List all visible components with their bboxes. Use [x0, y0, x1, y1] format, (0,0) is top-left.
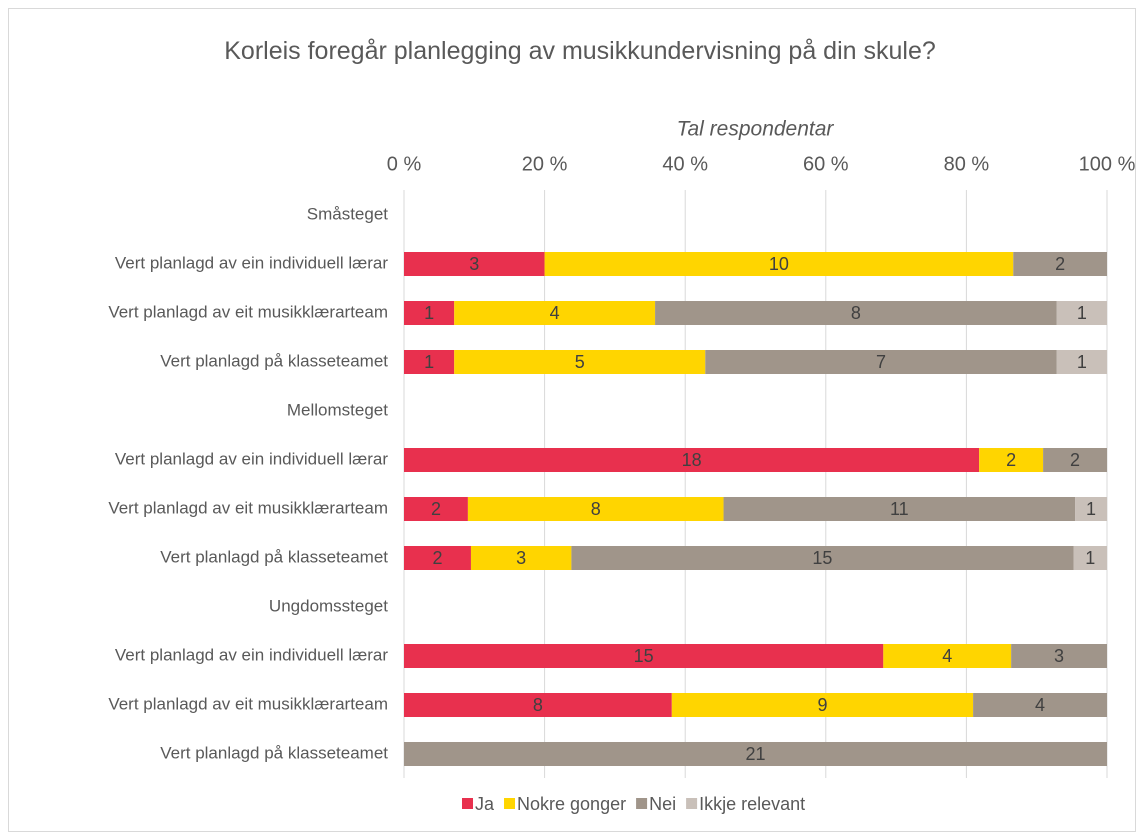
- bar-segment: [979, 448, 1044, 472]
- x-tick-label: 80 %: [944, 153, 990, 175]
- data-label: 3: [469, 254, 479, 274]
- data-label: 9: [817, 695, 827, 715]
- data-label: 2: [431, 499, 441, 519]
- data-label: 1: [1077, 303, 1087, 323]
- data-label: 2: [1006, 450, 1016, 470]
- x-tick-label: 60 %: [803, 153, 849, 175]
- y-tick-label: Vert planlagd av eit musikklærarteam: [108, 302, 388, 321]
- bar-segment: [1013, 252, 1107, 276]
- data-label: 1: [424, 352, 434, 372]
- data-label: 3: [516, 548, 526, 568]
- data-label: 1: [1085, 548, 1095, 568]
- bar-segment: [723, 497, 1076, 521]
- y-tick-label: Mellomsteget: [287, 400, 388, 419]
- data-label: 8: [533, 695, 543, 715]
- data-label: 4: [942, 646, 952, 666]
- data-label: 11: [890, 499, 909, 519]
- y-tick-label: Vert planlagd av ein individuell lærar: [115, 449, 388, 468]
- data-label: 2: [1070, 450, 1080, 470]
- data-label: 2: [432, 548, 442, 568]
- data-label: 4: [550, 303, 560, 323]
- y-tick-label: Vert planlagd på klasseteamet: [160, 351, 388, 370]
- x-tick-label: 40 %: [662, 153, 708, 175]
- bar-segment: [404, 350, 455, 374]
- legend-label: Nei: [649, 794, 676, 814]
- data-label: 18: [682, 450, 702, 470]
- y-tick-label: Vert planlagd av ein individuell lærar: [115, 645, 388, 664]
- legend-swatch: [636, 798, 648, 809]
- legend-swatch: [504, 798, 516, 809]
- bar-segment: [544, 252, 1014, 276]
- y-tick-label: Vert planlagd av eit musikklærarteam: [108, 498, 388, 517]
- bar-segment: [883, 644, 1012, 668]
- legend-label: Ja: [475, 794, 495, 814]
- x-tick-label: 0 %: [387, 153, 422, 175]
- y-tick-label: Småsteget: [307, 204, 389, 223]
- data-label: 8: [591, 499, 601, 519]
- bar-segment: [1056, 350, 1107, 374]
- bar-segment: [1075, 497, 1107, 521]
- y-tick-label: Vert planlagd på klasseteamet: [160, 743, 388, 762]
- bar-segment: [404, 742, 1107, 766]
- legend-label: Ikkje relevant: [699, 794, 805, 814]
- data-label: 15: [812, 548, 832, 568]
- y-tick-label: Ungdomssteget: [269, 596, 388, 615]
- bar-segment: [454, 301, 656, 325]
- bar-segment: [571, 546, 1074, 570]
- data-label: 21: [745, 744, 765, 764]
- bar-segment: [404, 644, 884, 668]
- data-label: 2: [1055, 254, 1065, 274]
- x-tick-label: 20 %: [522, 153, 568, 175]
- y-tick-label: Vert planlagd av eit musikklærarteam: [108, 694, 388, 713]
- data-label: 4: [1035, 695, 1045, 715]
- y-tick-label: Vert planlagd på klasseteamet: [160, 547, 388, 566]
- legend-label: Nokre gonger: [517, 794, 626, 814]
- data-label: 1: [1077, 352, 1087, 372]
- bar-segment: [404, 693, 672, 717]
- bar-segment: [671, 693, 974, 717]
- chart-title: Korleis foregår planlegging av musikkund…: [224, 37, 936, 65]
- bar-segment: [404, 497, 468, 521]
- bar-segment: [1073, 546, 1107, 570]
- x-axis-label: Tal respondentar: [677, 118, 835, 141]
- bar-segment: [404, 252, 545, 276]
- bar-segment: [467, 497, 724, 521]
- bar-segment: [1011, 644, 1107, 668]
- data-label: 8: [851, 303, 861, 323]
- bar-segment: [404, 301, 455, 325]
- bar-segment: [655, 301, 1057, 325]
- bar-segment: [705, 350, 1057, 374]
- data-label: 15: [634, 646, 654, 666]
- bar-segment: [973, 693, 1107, 717]
- legend-swatch: [462, 798, 473, 809]
- bar-segment: [404, 448, 980, 472]
- x-tick-label: 100 %: [1079, 153, 1136, 175]
- legend-swatch: [686, 798, 698, 809]
- bar-segment: [470, 546, 572, 570]
- data-label: 5: [575, 352, 585, 372]
- data-label: 10: [769, 254, 789, 274]
- data-label: 3: [1054, 646, 1064, 666]
- data-label: 7: [876, 352, 886, 372]
- bar-segment: [454, 350, 706, 374]
- y-tick-label: Vert planlagd av ein individuell lærar: [115, 253, 388, 272]
- bar-segment: [1043, 448, 1107, 472]
- data-label: 1: [424, 303, 434, 323]
- data-label: 1: [1086, 499, 1096, 519]
- bar-segment: [1056, 301, 1107, 325]
- bar-segment: [404, 546, 471, 570]
